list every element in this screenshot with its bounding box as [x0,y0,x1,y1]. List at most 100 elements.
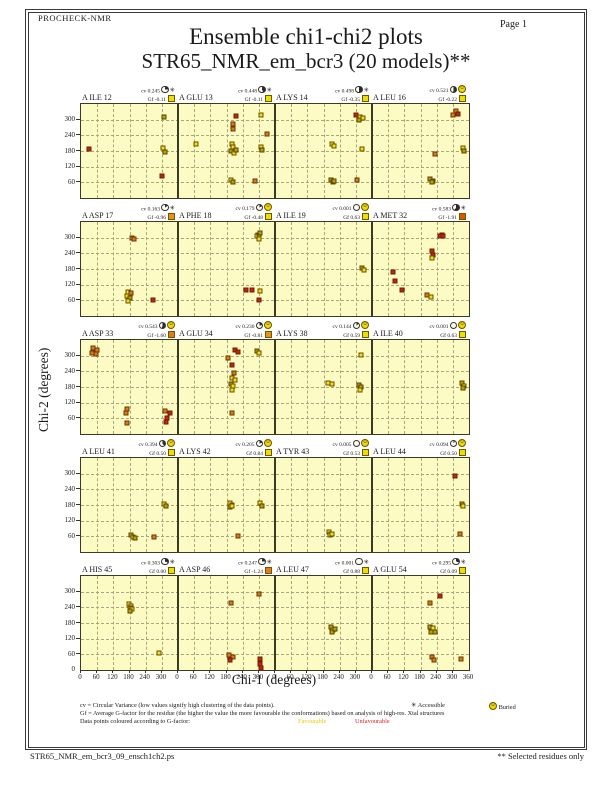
plot-row [80,457,470,553]
plot-header: A LEU 47 cv 0.001 ✳ Gf 0.88 [274,557,371,575]
gridline-v [129,340,131,434]
y-tick [76,165,80,167]
gridline-v [388,340,390,434]
data-point [233,113,239,119]
gf-color-swatch [168,94,175,102]
data-point [455,111,461,117]
x-tick [435,670,437,673]
plot-row [80,339,470,435]
gridline-v [210,340,212,434]
x-tick-label: 0 [78,673,82,681]
gf-value: Gf 0.50 [440,450,457,457]
gridline-v [339,576,341,670]
plot-stats: cv 0.205 ☺ Gf 0.84 [236,439,272,457]
cv-pie-icon [258,85,266,93]
data-point [230,126,236,132]
gridline-v [291,340,293,434]
x-tick-label: 60 [92,673,100,681]
gridline-v [452,458,454,552]
gf-line: Gf -0.48 [236,212,272,222]
y-tick [76,150,80,151]
residue-label: A HIS 45 [82,565,113,574]
cv-pie-icon [352,203,360,211]
data-point [128,290,134,296]
gridline-v [323,222,325,316]
x-tick-label: 240 [236,673,247,681]
y-tick-label: 120 [64,280,76,289]
cv-value: cv 0.448 [238,88,258,94]
data-point [457,531,463,537]
cv-pie-icon [355,557,363,565]
gridline-v [258,576,260,670]
data-point [231,370,237,376]
page-subtitle: STR65_NMR_em_bcr3 (20 models)** [141,49,471,73]
data-point [331,143,337,149]
data-point [229,410,235,416]
data-point [227,657,233,663]
data-point [162,408,168,414]
gridline-v [291,222,293,316]
gridline-v [339,340,341,434]
unfavourable-label: Unfavourable [355,718,390,726]
plot-stats: cv 0.521 ☺ Gf -0.22 [430,85,466,103]
plot-stats: cv 0.179 ☺ Gf -0.48 [236,203,272,221]
plot-stats: cv 0.163 ✳ Gf -0.96 [141,203,175,222]
data-point [161,114,167,120]
gf-value: Gf 0.63 [440,332,457,339]
y-tick [76,134,80,136]
y-tick [76,519,80,521]
data-point [163,419,169,425]
cv-pie-icon [161,557,169,565]
cv-value: cv 0.230 [235,324,255,330]
plot-header: A PHE 18 cv 0.179 ☺ Gf -0.48 [177,203,274,221]
plot-separator [177,576,179,670]
gridline-v [226,576,228,670]
data-point [232,377,238,383]
data-point [460,385,466,391]
plot-header: A ASP 46 cv 0.247 ✳ Gf -1.24 [177,557,274,575]
residue-label: A LYS 14 [276,93,308,102]
favourable-label: Favourable [298,718,327,726]
cv-value: cv 0.163 [141,206,161,212]
page-border [25,9,587,750]
gridline-v [242,458,244,552]
x-tick-label: 240 [430,673,441,681]
data-point [258,665,264,670]
cv-pie-icon [255,439,263,447]
y-tick [76,535,80,537]
residue-label: A LEU 44 [373,447,406,456]
gf-line: Gf 0.50 [430,448,466,458]
gf-value: Gf -1.24 [244,568,263,575]
x-tick-label: 180 [414,673,425,681]
data-point [356,117,362,123]
data-point [431,657,437,663]
y-tick-label: 300 [64,115,76,124]
data-point [392,278,398,284]
x-tick-label: 300 [155,673,167,681]
plot-separator [274,222,276,316]
gf-color-swatch [168,330,175,338]
accessible-icon: ✳ [266,559,272,566]
plot-stats: cv 0.001 ☺ Gf 0.63 [333,203,369,221]
data-point [452,473,458,479]
data-point [243,287,249,293]
gridline-v [210,222,212,316]
y-tick-label: 60 [68,413,75,422]
y-tick [76,401,80,403]
accessible-icon: ✳ [460,559,466,566]
x-tick-label: 300 [349,673,361,681]
gridline-v [307,340,309,434]
y-tick [76,488,80,490]
gridline-v [388,576,390,670]
gf-color-swatch [362,448,369,456]
x-tick-label: 120 [398,673,409,681]
x-tick [274,670,275,673]
data-point [229,387,235,393]
gf-line: Gf 0.63 [333,212,369,222]
y-tick-label: 240 [64,130,76,139]
plot-separator [177,222,179,316]
y-tick-label: 60 [68,177,75,186]
y-tick-label: 240 [64,248,76,257]
plot-header: A LEU 16 cv 0.521 ☺ Gf -0.22 [371,85,468,103]
cv-line: cv 0.521 ☺ [430,85,466,95]
